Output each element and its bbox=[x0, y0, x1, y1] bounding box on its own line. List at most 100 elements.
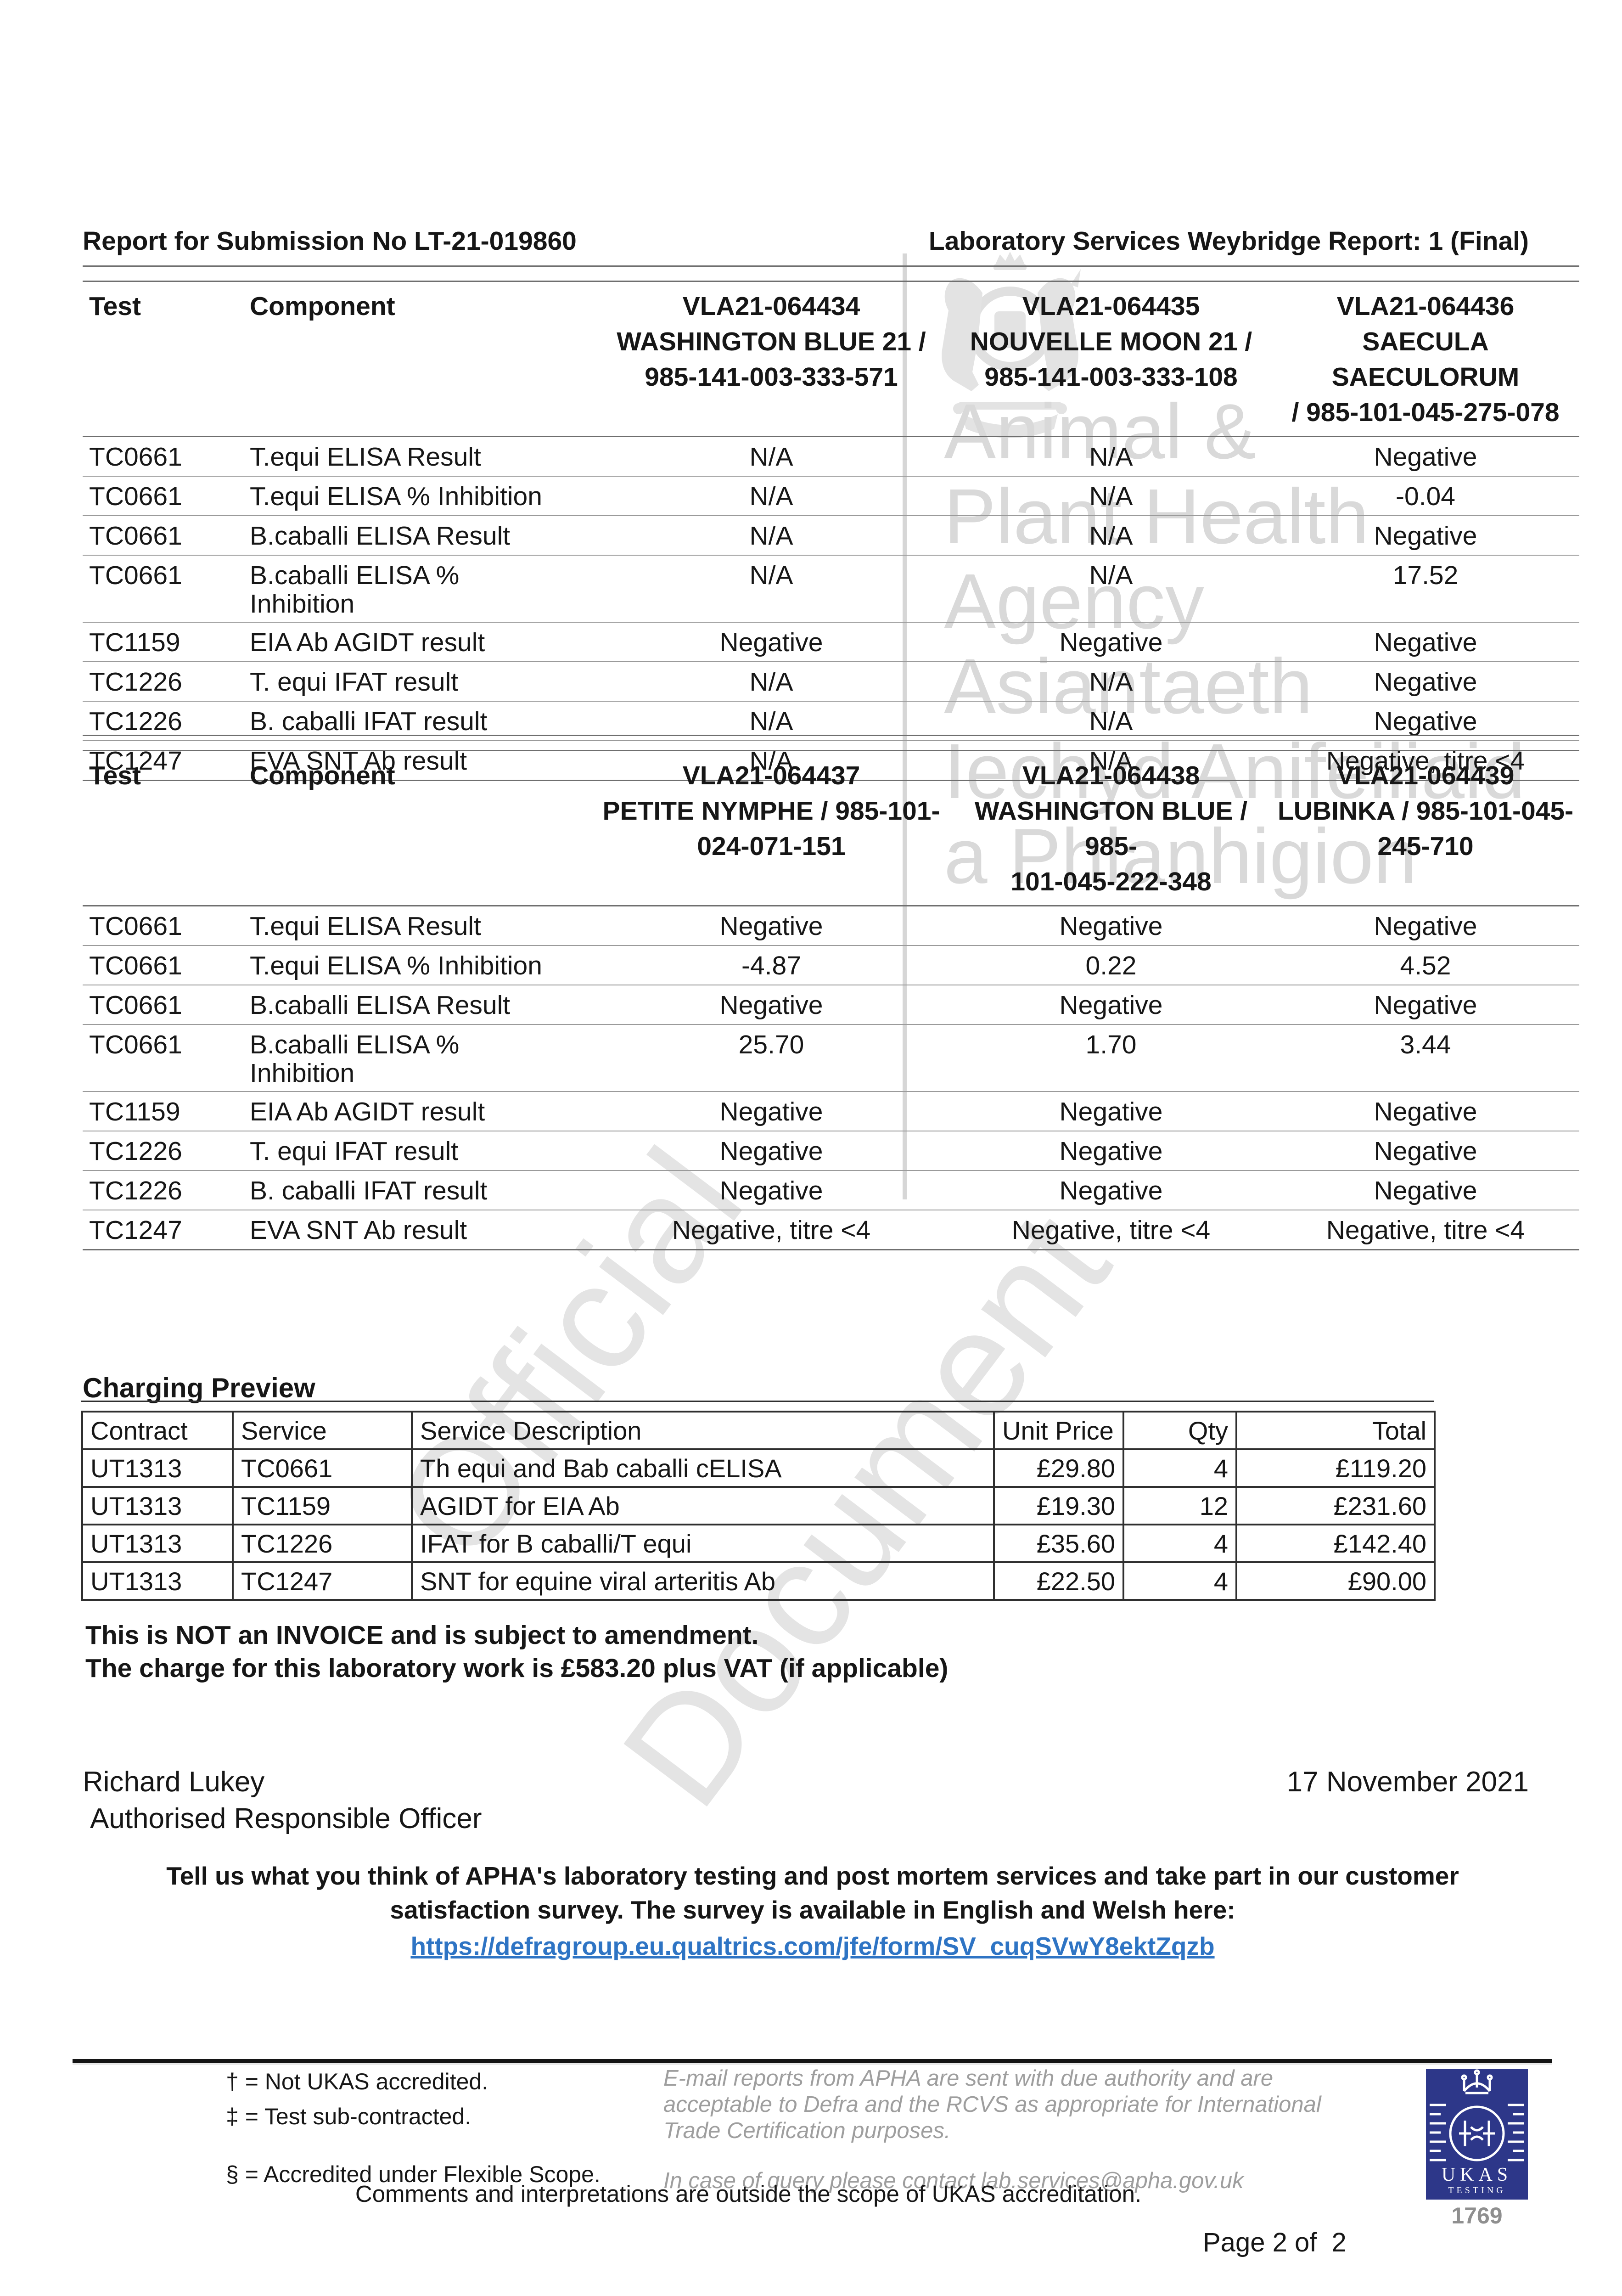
sample-ref: / 985-101-045-275-078 bbox=[1291, 398, 1560, 427]
sample-name: LUBINKA / 985-101-045- bbox=[1277, 796, 1574, 826]
ukas-accreditation-number: 1769 bbox=[1451, 2203, 1503, 2228]
result-cell: Negative bbox=[950, 985, 1272, 1025]
test-code-cell: TC1247 bbox=[83, 1210, 243, 1250]
sample-ref: 024-071-151 bbox=[697, 832, 846, 861]
service-description-cell: SNT for equine viral arteritis Ab bbox=[411, 1561, 995, 1601]
contract-cell: UT1313 bbox=[81, 1524, 234, 1563]
result-cell: N/A bbox=[592, 516, 950, 556]
component-cell: B.caballi ELISA % Inhibition bbox=[243, 1024, 592, 1092]
sample-id: VLA21-064435 bbox=[1022, 292, 1200, 321]
charge-total-note: The charge for this laboratory work is £… bbox=[85, 1654, 949, 1683]
result-cell: N/A bbox=[592, 555, 950, 623]
comments-scope-note: Comments and interpretations are outside… bbox=[355, 2181, 1142, 2207]
result-cell: N/A bbox=[950, 476, 1272, 516]
result-cell: Negative bbox=[592, 1131, 950, 1171]
test-code-cell: TC1226 bbox=[83, 1131, 243, 1171]
test-code-cell: TC0661 bbox=[83, 436, 243, 477]
results-table-2: Test Component VLA21-064437 PETITE NYMPH… bbox=[83, 751, 1579, 1250]
service-cell: TC1159 bbox=[232, 1486, 413, 1525]
page-number: Page 2 of 2 bbox=[1203, 2228, 1347, 2257]
sample-ref: 985-141-003-333-108 bbox=[984, 362, 1238, 392]
email-authority-text: E-mail reports from APHA are sent with d… bbox=[663, 2066, 1321, 2143]
service-description-header: Service Description bbox=[411, 1411, 995, 1450]
qty-cell: 4 bbox=[1122, 1561, 1237, 1601]
test-code-cell: TC0661 bbox=[83, 1024, 243, 1092]
sample-header: VLA21-064437 PETITE NYMPHE / 985-101- 02… bbox=[592, 751, 950, 906]
result-cell: Negative bbox=[1272, 436, 1579, 477]
component-cell: B. caballi IFAT result bbox=[243, 1171, 592, 1210]
result-row: TC0661 T.equi ELISA Result Negative Nega… bbox=[83, 906, 1579, 946]
unit-price-cell: £35.60 bbox=[993, 1524, 1124, 1563]
signatory-name: Richard Lukey bbox=[83, 1766, 265, 1798]
unit-price-cell: £19.30 bbox=[993, 1486, 1124, 1525]
query-contact-text: In case of query please contact lab.serv… bbox=[663, 2168, 1244, 2193]
signatory-role: Authorised Responsible Officer bbox=[90, 1803, 482, 1835]
unit-price-cell: £22.50 bbox=[993, 1561, 1124, 1601]
results-header-row: Test Component VLA21-064434 WASHINGTON B… bbox=[83, 281, 1579, 437]
sample-header: VLA21-064438 WASHINGTON BLUE / 985- 101-… bbox=[950, 751, 1272, 906]
result-cell: Negative bbox=[950, 1092, 1272, 1131]
report-date: 17 November 2021 bbox=[1286, 1766, 1529, 1798]
svg-text:UKAS: UKAS bbox=[1442, 2164, 1512, 2185]
sample-name: SAECULA SAECULORUM bbox=[1331, 327, 1520, 392]
component-column-header: Component bbox=[243, 281, 592, 437]
component-cell: T.equi ELISA % Inhibition bbox=[243, 476, 592, 516]
component-cell: T.equi ELISA Result bbox=[243, 436, 592, 477]
sample-header: VLA21-064439 LUBINKA / 985-101-045- 245-… bbox=[1272, 751, 1579, 906]
result-cell: Negative bbox=[1272, 662, 1579, 702]
charging-table: Contract Service Service Description Uni… bbox=[81, 1411, 1436, 1601]
result-cell: Negative bbox=[592, 622, 950, 662]
charging-table-top-rule bbox=[81, 1401, 1434, 1402]
component-cell: EIA Ab AGIDT result bbox=[243, 1092, 592, 1131]
result-cell: Negative, titre <4 bbox=[1272, 1210, 1579, 1250]
service-cell: TC1226 bbox=[232, 1524, 413, 1563]
test-column-header: Test bbox=[83, 751, 243, 906]
svg-text:TESTING: TESTING bbox=[1448, 2185, 1505, 2195]
survey-link[interactable]: https://defragroup.eu.qualtrics.com/jfe/… bbox=[410, 1932, 1215, 1960]
component-cell: T. equi IFAT result bbox=[243, 1131, 592, 1171]
result-cell: Negative bbox=[1272, 1131, 1579, 1171]
component-cell: EIA Ab AGIDT result bbox=[243, 622, 592, 662]
result-cell: Negative bbox=[1272, 906, 1579, 946]
qty-header: Qty bbox=[1122, 1411, 1237, 1450]
service-description-cell: Th equi and Bab caballi cELISA bbox=[411, 1448, 995, 1488]
result-row: TC0661 B.caballi ELISA % Inhibition 25.7… bbox=[83, 1024, 1579, 1092]
result-cell: Negative bbox=[1272, 701, 1579, 741]
result-row: TC0661 T.equi ELISA % Inhibition N/A N/A… bbox=[83, 476, 1579, 516]
result-cell: Negative bbox=[1272, 622, 1579, 662]
result-row: TC0661 T.equi ELISA Result N/A N/A Negat… bbox=[83, 436, 1579, 477]
result-cell: Negative bbox=[592, 906, 950, 946]
footnote-flexible-scope: § = Accredited under Flexible Scope. bbox=[226, 2161, 601, 2187]
total-cell: £142.40 bbox=[1235, 1524, 1436, 1563]
test-code-cell: TC0661 bbox=[83, 476, 243, 516]
qty-cell: 12 bbox=[1122, 1486, 1237, 1525]
total-cell: £119.20 bbox=[1235, 1448, 1436, 1488]
charging-row: UT1313 TC1226 IFAT for B caballi/T equi … bbox=[81, 1524, 1436, 1563]
qty-cell: 4 bbox=[1122, 1448, 1237, 1488]
result-row: TC1226 T. equi IFAT result N/A N/A Negat… bbox=[83, 662, 1579, 702]
charging-row: UT1313 TC0661 Th equi and Bab caballi cE… bbox=[81, 1448, 1436, 1488]
component-cell: B.caballi ELISA Result bbox=[243, 516, 592, 556]
result-cell: N/A bbox=[592, 476, 950, 516]
result-cell: N/A bbox=[950, 701, 1272, 741]
ukas-testing-logo: UKAS TESTING bbox=[1426, 2069, 1528, 2200]
sample-id: VLA21-064439 bbox=[1336, 761, 1515, 790]
scale-ticks-icon bbox=[1430, 2104, 1524, 2161]
results-table-1: Test Component VLA21-064434 WASHINGTON B… bbox=[83, 281, 1579, 781]
unit-price-header: Unit Price bbox=[993, 1411, 1124, 1450]
result-row: TC1159 EIA Ab AGIDT result Negative Nega… bbox=[83, 1092, 1579, 1131]
result-cell: N/A bbox=[592, 662, 950, 702]
component-cell: B.caballi ELISA Result bbox=[243, 985, 592, 1025]
result-cell: Negative bbox=[1272, 1171, 1579, 1210]
lab-services-title: Laboratory Services Weybridge Report: 1 … bbox=[928, 226, 1529, 256]
test-code-cell: TC1226 bbox=[83, 1171, 243, 1210]
results-header-row: Test Component VLA21-064437 PETITE NYMPH… bbox=[83, 751, 1579, 906]
table-top-rule bbox=[83, 265, 1579, 282]
result-cell: N/A bbox=[950, 516, 1272, 556]
total-cell: £90.00 bbox=[1235, 1561, 1436, 1601]
test-code-cell: TC0661 bbox=[83, 906, 243, 946]
result-cell: N/A bbox=[950, 555, 1272, 623]
result-cell: Negative bbox=[950, 1131, 1272, 1171]
footnote-not-ukas: † = Not UKAS accredited. bbox=[226, 2069, 488, 2094]
